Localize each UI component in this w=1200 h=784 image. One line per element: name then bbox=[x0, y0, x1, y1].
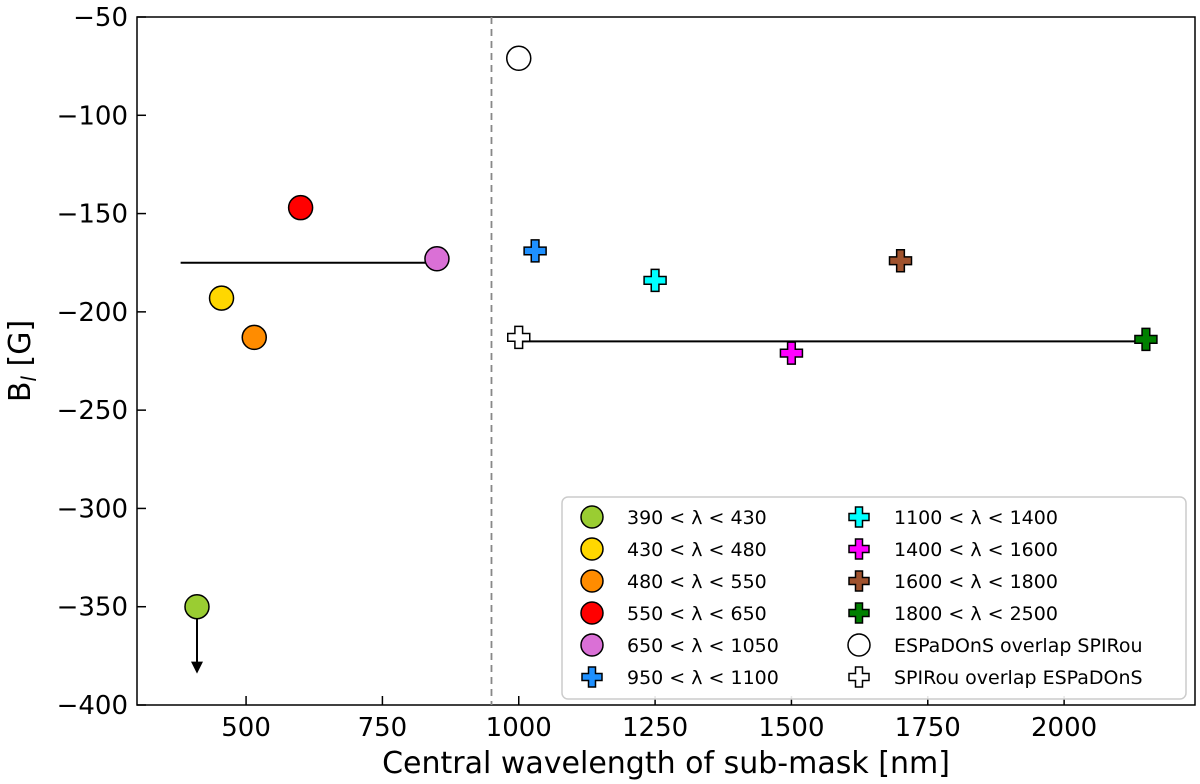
y-tick-label: −400 bbox=[57, 691, 128, 721]
plot-frame bbox=[136, 16, 1196, 706]
legend-label: 1100 < λ < 1400 bbox=[894, 507, 1058, 529]
x-tick-label: 1000 bbox=[486, 713, 552, 743]
legend-label: 950 < λ < 1100 bbox=[627, 667, 779, 689]
data-point bbox=[523, 239, 547, 263]
x-tick-label: 750 bbox=[358, 713, 408, 743]
legend-label: 650 < λ < 1050 bbox=[627, 635, 779, 657]
y-axis-label-rest: [G] bbox=[3, 320, 38, 376]
x-tick-label: 1500 bbox=[758, 713, 824, 743]
legend: 390 < λ < 430 430 < λ < 480 480 < λ < 550 5… bbox=[561, 496, 1187, 700]
data-point bbox=[184, 593, 210, 620]
legend-marker bbox=[580, 633, 604, 657]
legend-label: 1800 < λ < 2500 bbox=[894, 603, 1058, 625]
legend-marker bbox=[848, 602, 870, 624]
legend-marker bbox=[847, 633, 871, 657]
x-tick-label: 500 bbox=[221, 713, 271, 743]
y-tick-label: −350 bbox=[57, 593, 128, 623]
y-tick-label: −200 bbox=[57, 298, 128, 328]
legend-box bbox=[561, 496, 1187, 700]
legend-marker bbox=[580, 505, 604, 529]
legend-marker bbox=[848, 570, 870, 592]
data-point bbox=[506, 45, 532, 72]
legend-label: 390 < λ < 430 bbox=[627, 507, 767, 529]
reference-lines bbox=[180, 17, 1146, 705]
legend-marker bbox=[580, 601, 604, 625]
data-point bbox=[888, 248, 913, 273]
data-point bbox=[424, 246, 450, 272]
y-tick-label: −150 bbox=[57, 200, 128, 230]
legend-label: 1600 < λ < 1800 bbox=[894, 571, 1058, 593]
x-axis-label: Central wavelength of sub-mask [nm] bbox=[382, 746, 950, 781]
legend-marker bbox=[580, 537, 604, 561]
legend-marker bbox=[581, 666, 603, 688]
y-tick-label: −250 bbox=[57, 396, 128, 426]
y-axis-label-sub: l bbox=[17, 376, 41, 382]
data-point bbox=[208, 285, 235, 311]
data-point bbox=[1134, 327, 1158, 352]
legend-label: 1400 < λ < 1600 bbox=[894, 539, 1058, 561]
legend-label: 430 < λ < 480 bbox=[627, 539, 767, 561]
legend-marker bbox=[848, 506, 870, 528]
legend-marker bbox=[580, 569, 604, 593]
x-tick-label: 2000 bbox=[1031, 713, 1097, 743]
data-point bbox=[779, 341, 804, 365]
x-tick-label: 1250 bbox=[622, 713, 688, 743]
y-tick-label: −100 bbox=[57, 101, 128, 131]
data-point bbox=[287, 194, 314, 221]
y-tick-label: −50 bbox=[73, 3, 128, 33]
legend-marker bbox=[848, 666, 870, 688]
legend-label: 550 < λ < 650 bbox=[627, 603, 767, 625]
legend-label: 480 < λ < 550 bbox=[627, 571, 767, 593]
data-point bbox=[507, 325, 531, 350]
x-tick-label: 1750 bbox=[895, 713, 961, 743]
y-tick-label: −300 bbox=[57, 494, 128, 524]
axes: 500 750 1000 1250 1500 1750 2000 −50 −100 −150 −20… bbox=[57, 3, 1196, 743]
data-point bbox=[241, 324, 268, 351]
legend-label: SPIRou overlap ESPaDOnS bbox=[894, 667, 1143, 689]
data-points bbox=[184, 45, 1158, 674]
data-point bbox=[643, 268, 667, 293]
y-axis-label-main: B bbox=[3, 382, 38, 403]
legend-label: ESPaDOnS overlap SPIRou bbox=[894, 635, 1143, 657]
upper-limit-arrow-head bbox=[190, 661, 203, 674]
legend-marker bbox=[848, 538, 870, 560]
y-axis-label: Bl [G] bbox=[3, 320, 41, 402]
